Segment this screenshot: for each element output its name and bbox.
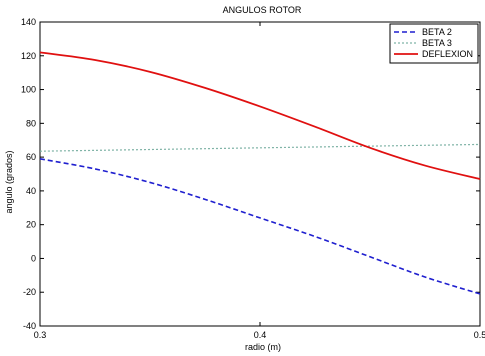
x-tick-label: 0.5	[474, 330, 485, 340]
series-line-deflexion	[39, 51, 481, 180]
y-tick-label: 140	[21, 17, 36, 27]
chart-title: ANGULOS ROTOR	[223, 5, 302, 15]
y-tick-label: 80	[26, 118, 36, 128]
y-tick-label: 40	[26, 186, 36, 196]
y-tick-label: 0	[31, 253, 36, 263]
y-tick-label: -40	[23, 321, 36, 331]
legend-label: BETA 3	[422, 38, 452, 48]
series-line-beta-3	[39, 143, 481, 152]
legend-label: BETA 2	[422, 27, 452, 37]
y-tick-label: 120	[21, 51, 36, 61]
legend-box	[389, 23, 479, 64]
y-tick-label: 20	[26, 220, 36, 230]
y-axis-title: angulo (grados)	[4, 150, 14, 213]
x-tick-label: 0.4	[254, 330, 267, 340]
y-tick-label: 60	[26, 152, 36, 162]
y-tick-label: -20	[23, 287, 36, 297]
legend-label: DEFLEXION	[422, 49, 473, 59]
y-tick-label: 100	[21, 85, 36, 95]
plot-frame	[39, 21, 481, 327]
x-axis-title: radio (m)	[245, 342, 281, 352]
x-tick-label: 0.3	[34, 330, 47, 340]
series-line-beta-2	[39, 158, 481, 295]
